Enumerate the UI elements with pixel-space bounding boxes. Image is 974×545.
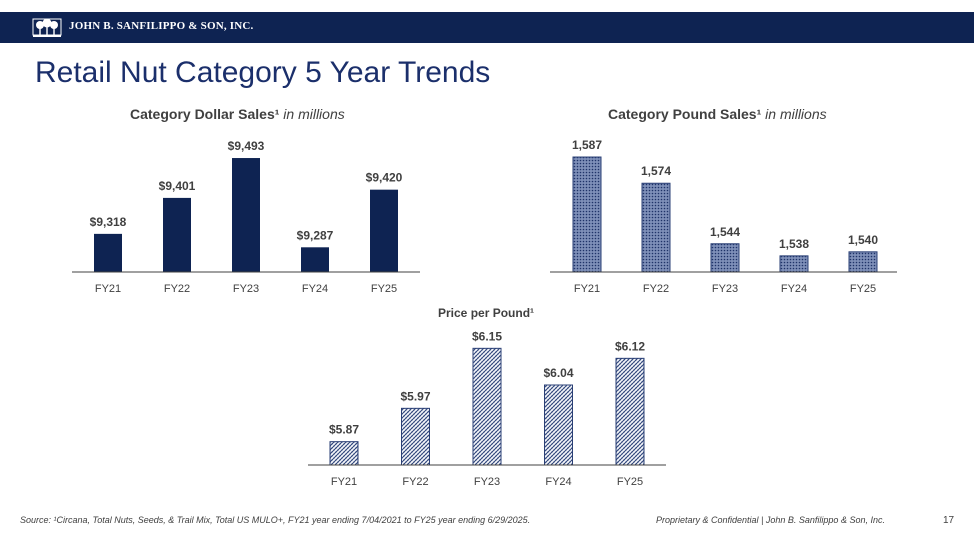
pound-category-label-fy25: FY25 [850,283,876,295]
pound-category-label-fy22: FY22 [643,283,669,295]
price-category-label-fy24: FY24 [545,476,571,488]
dollar-bar-fy23 [232,158,260,272]
dollar-category-label-fy25: FY25 [371,283,397,295]
pound-bar-fy22 [641,182,671,273]
dollar-sales-chart: $9,318 FY21 $9,401 FY22 $9,493 FY23 $9,287 FY24… [72,139,420,295]
dollar-bar-fy21 [94,233,122,272]
pound-value-label-fy25: 1,540 [848,233,878,247]
pound-category-label-fy23: FY23 [712,283,738,295]
pound-bar-fy24 [779,255,809,273]
price-bar-fy25 [615,357,645,466]
price-per-pound-chart-title: Price per Pound¹ [438,306,534,320]
price-bar-fy21 [329,441,359,466]
pound-value-label-fy22: 1,574 [641,164,671,178]
company-name: JOHN B. SANFILIPPO & SON, INC. [69,20,254,32]
dollar-value-label-fy25: $9,420 [366,171,403,185]
price-title-bold: Price per Pound¹ [438,306,535,320]
dollar-value-label-fy24: $9,287 [297,228,334,242]
page-title: Retail Nut Category 5 Year Trends [35,56,491,89]
pound-bar-fy21 [572,156,602,273]
price-value-label-fy25: $6.12 [615,339,645,353]
dollar-sales-title-unit: in millions [279,106,345,122]
price-bar-fy22 [401,407,430,466]
price-category-label-fy21: FY21 [331,476,357,488]
pound-bar-fy25 [848,251,878,273]
dollar-category-label-fy21: FY21 [95,283,121,295]
source-footnote: Source: ¹Circana, Total Nuts, Seeds, & T… [20,515,531,525]
tree-orchard-icon [32,18,62,37]
price-value-label-fy24: $6.04 [543,366,573,380]
price-category-label-fy22: FY22 [402,476,428,488]
pound-sales-chart: 1,587 FY21 1,574 FY22 1,544 FY23 1,538 FY24 1,54… [550,138,897,295]
price-bar-fy23 [472,347,502,466]
dollar-category-label-fy24: FY24 [302,283,328,295]
dollar-sales-title-bold: Category Dollar Sales¹ [130,106,280,122]
confidentiality-notice: Proprietary & Confidential | John B. San… [656,515,885,525]
dollar-category-label-fy22: FY22 [164,283,190,295]
price-per-pound-chart: $5.87 FY21 $5.97 FY22 $6.15 FY23 $6.04 FY24 $6.1… [308,329,666,488]
dollar-value-label-fy21: $9,318 [90,215,127,229]
header-bar: JOHN B. SANFILIPPO & SON, INC. [0,12,974,43]
price-value-label-fy21: $5.87 [329,423,359,437]
dollar-bar-fy24 [301,247,329,272]
pound-value-label-fy21: 1,587 [572,138,602,152]
dollar-category-label-fy23: FY23 [233,283,259,295]
price-category-label-fy23: FY23 [474,476,500,488]
price-bar-fy24 [544,384,573,466]
price-category-label-fy25: FY25 [617,476,643,488]
page-number: 17 [943,515,955,526]
pound-category-label-fy24: FY24 [781,283,807,295]
pound-value-label-fy24: 1,538 [779,237,809,251]
dollar-value-label-fy22: $9,401 [159,179,196,193]
pound-bar-fy23 [710,243,740,273]
dollar-bar-fy25 [370,189,398,272]
price-value-label-fy22: $5.97 [400,389,430,403]
dollar-value-label-fy23: $9,493 [228,139,265,153]
pound-value-label-fy23: 1,544 [710,225,740,239]
pound-sales-title-bold: Category Pound Sales¹ [608,106,762,122]
pound-category-label-fy21: FY21 [574,283,600,295]
pound-sales-chart-title: Category Pound Sales¹ in millions [608,106,827,122]
pound-sales-title-unit: in millions [761,106,827,122]
price-value-label-fy23: $6.15 [472,329,502,343]
dollar-sales-chart-title: Category Dollar Sales¹ in millions [130,106,345,122]
dollar-bar-fy22 [163,197,191,272]
